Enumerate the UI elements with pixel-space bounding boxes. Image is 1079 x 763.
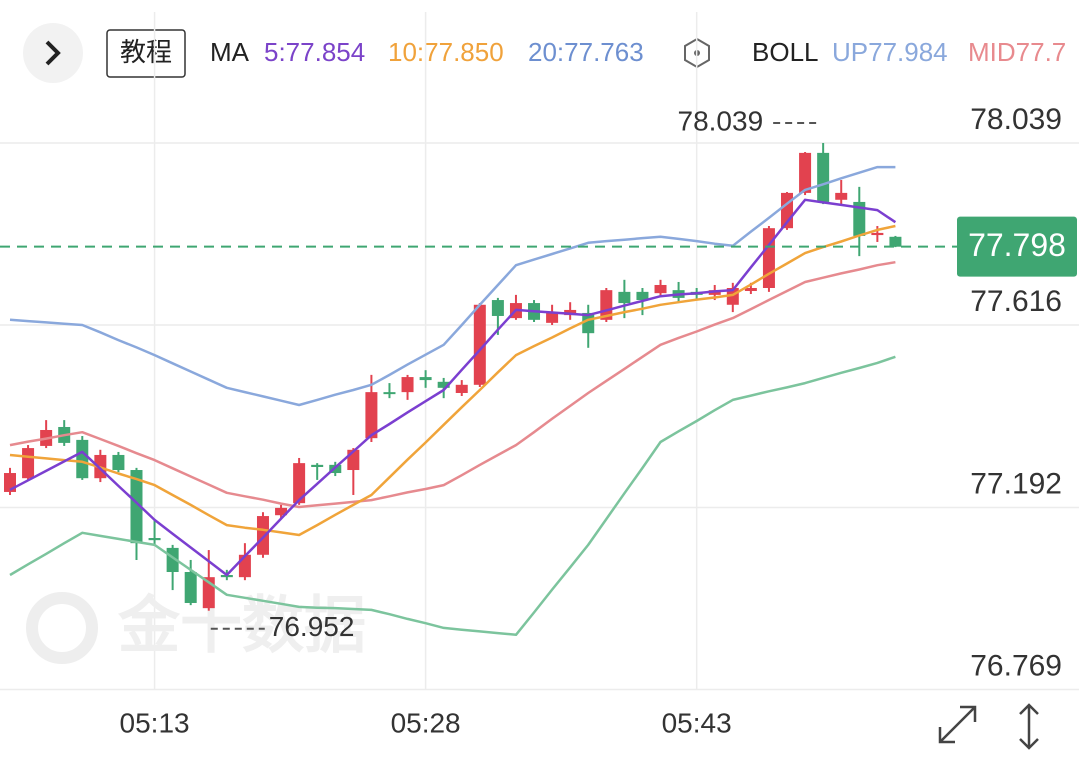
candle-body xyxy=(419,377,432,381)
high-label: 78.039 xyxy=(678,105,764,136)
candle-body xyxy=(473,304,486,385)
candle-body xyxy=(130,470,143,544)
fullscreen-icon[interactable] xyxy=(938,705,977,744)
candle-body xyxy=(383,392,396,395)
watermark-logo xyxy=(26,592,98,664)
candle-body xyxy=(311,464,324,468)
candle-body xyxy=(184,572,197,603)
candle-body xyxy=(744,287,757,292)
ma5-value: 5:77.854 xyxy=(264,37,365,67)
indicator-line xyxy=(9,224,896,537)
chevron-icon xyxy=(45,40,61,66)
x-tick-label: 05:13 xyxy=(120,707,190,738)
x-tick-label: 05:43 xyxy=(662,707,732,738)
candle-body xyxy=(853,201,866,236)
watermark-text: 金十数据 xyxy=(117,591,366,660)
indicator-line xyxy=(9,165,896,407)
candle-body xyxy=(76,439,89,479)
candle-body xyxy=(835,192,848,200)
ma-label: MA xyxy=(210,37,250,67)
candle-body xyxy=(799,152,812,193)
candle-body xyxy=(22,448,35,479)
candle-body xyxy=(636,291,649,301)
candle-body xyxy=(546,312,559,323)
watermark: 金十数据 xyxy=(26,591,366,664)
candle-body xyxy=(871,232,884,236)
y-tick-label: 77.616 xyxy=(970,285,1062,318)
tutorial-button[interactable] xyxy=(106,29,186,78)
ma10-value: 10:77.850 xyxy=(388,37,504,67)
candle-body xyxy=(817,152,830,202)
x-tick-label: 05:28 xyxy=(391,707,461,738)
tutorial-label: 教程 xyxy=(120,37,172,67)
candle-body xyxy=(365,392,378,439)
y-tick-label: 77.192 xyxy=(970,467,1062,500)
candle-body xyxy=(238,554,251,578)
candle-body xyxy=(293,463,306,504)
candle-body xyxy=(762,228,775,288)
candle-body xyxy=(401,377,414,393)
candle-body xyxy=(491,300,504,316)
candle-body xyxy=(437,381,450,388)
candle-body xyxy=(618,291,631,304)
ma20-value: 20:77.763 xyxy=(528,37,644,67)
candle-body xyxy=(275,507,288,516)
indicator-line xyxy=(9,355,896,637)
boll-up-value: UP77.984 xyxy=(832,37,948,67)
candle-body xyxy=(654,284,667,294)
bottom-icons xyxy=(938,703,1039,750)
candle-body xyxy=(455,384,468,393)
last-price-label: 77.798 xyxy=(968,227,1066,263)
indicator-line xyxy=(9,198,897,577)
candle-body xyxy=(148,538,161,541)
candle-body xyxy=(889,236,902,247)
expand-button[interactable] xyxy=(23,23,83,83)
indicator-line xyxy=(9,260,896,509)
boll-mid-value: MID77.7 xyxy=(968,37,1066,67)
last-price-tag xyxy=(957,216,1077,277)
candle-body xyxy=(564,309,577,316)
scale-icon[interactable] xyxy=(1019,703,1039,750)
y-tick-label: 76.769 xyxy=(970,649,1062,682)
low-label: 76.952 xyxy=(269,611,355,642)
y-tick-label: 78.039 xyxy=(970,103,1062,136)
boll-label: BOLL xyxy=(752,37,819,67)
toolbar: 教程 MA 5:77.854 10:77.850 20:77.763 BOLL … xyxy=(23,23,1066,83)
candle-body xyxy=(256,516,269,555)
candle-body xyxy=(112,454,125,471)
